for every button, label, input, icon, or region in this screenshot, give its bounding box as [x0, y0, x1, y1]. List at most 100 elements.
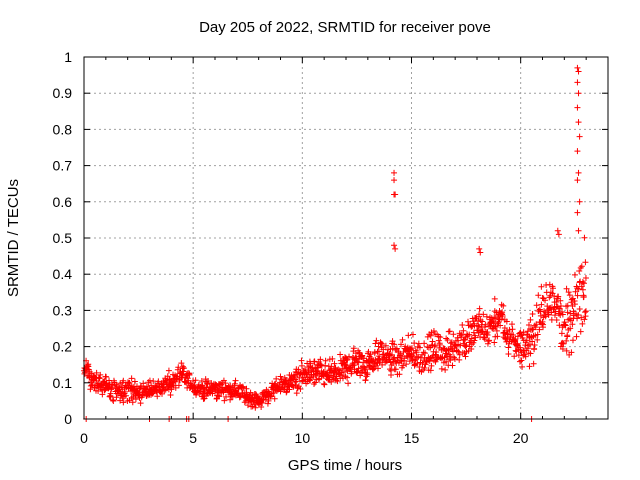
data-point — [309, 364, 316, 371]
data-point — [574, 104, 581, 111]
data-point — [421, 354, 428, 361]
data-point — [180, 363, 187, 370]
data-point — [321, 381, 328, 388]
data-point — [371, 350, 378, 357]
data-point — [84, 362, 91, 369]
data-point — [516, 344, 523, 351]
data-point — [534, 336, 541, 343]
data-point — [192, 377, 199, 384]
data-point — [531, 346, 538, 353]
data-point — [509, 321, 516, 328]
data-point — [449, 362, 456, 369]
data-point — [178, 360, 185, 367]
data-point — [419, 360, 426, 367]
data-point — [317, 356, 324, 363]
data-point — [498, 316, 505, 323]
data-point — [575, 312, 582, 319]
data-point — [146, 377, 153, 384]
data-point — [121, 388, 128, 395]
data-point — [495, 319, 502, 326]
data-point — [580, 293, 587, 300]
data-point — [518, 357, 525, 364]
data-point — [186, 371, 193, 378]
data-point — [554, 227, 561, 234]
data-point — [492, 324, 499, 331]
data-point — [564, 309, 571, 316]
data-point — [110, 398, 117, 405]
data-point — [426, 358, 433, 365]
data-point — [415, 340, 422, 347]
data-point — [503, 328, 510, 335]
data-point — [505, 344, 512, 351]
data-point — [216, 393, 223, 400]
data-point — [286, 386, 293, 393]
data-point — [389, 338, 396, 345]
data-point — [559, 346, 566, 353]
data-point — [484, 329, 491, 336]
data-point — [382, 342, 389, 349]
data-point — [579, 320, 586, 327]
data-point — [172, 384, 179, 391]
data-point — [572, 288, 579, 295]
data-point — [208, 380, 215, 387]
data-point — [581, 316, 588, 323]
data-point — [220, 377, 227, 384]
data-point — [374, 365, 381, 372]
data-point — [565, 289, 572, 296]
data-point — [468, 323, 475, 330]
data-point — [575, 119, 582, 126]
data-point — [427, 332, 434, 339]
data-point — [198, 378, 205, 385]
data-point — [482, 321, 489, 328]
data-point — [403, 361, 410, 368]
data-point — [527, 316, 534, 323]
data-point — [462, 336, 469, 343]
data-point — [367, 351, 374, 358]
data-point — [107, 393, 114, 400]
data-point — [489, 318, 496, 325]
data-point — [472, 334, 479, 341]
data-point — [252, 404, 259, 411]
data-point — [129, 399, 136, 406]
y-tick-label: 0.3 — [53, 302, 73, 318]
data-point — [271, 395, 278, 402]
data-point — [465, 318, 472, 325]
data-point — [421, 364, 428, 371]
data-point — [557, 312, 564, 319]
data-point — [109, 397, 116, 404]
data-point — [512, 336, 519, 343]
y-tick-label: 0.7 — [53, 158, 73, 174]
data-point — [128, 383, 135, 390]
data-point — [514, 333, 521, 340]
data-point — [555, 231, 562, 238]
data-point — [265, 397, 272, 404]
data-point — [137, 400, 144, 407]
data-point — [523, 337, 530, 344]
data-point — [388, 372, 395, 379]
data-point — [553, 317, 560, 324]
data-point — [574, 177, 581, 184]
data-point — [298, 357, 305, 364]
data-point — [400, 362, 407, 369]
data-point — [120, 377, 127, 384]
data-point — [196, 390, 203, 397]
data-point — [103, 373, 110, 380]
data-point — [564, 332, 571, 339]
data-point — [164, 373, 171, 380]
data-point — [576, 268, 583, 275]
data-point — [344, 362, 351, 369]
data-point — [574, 292, 581, 299]
data-point — [398, 341, 405, 348]
chart-title: Day 205 of 2022, SRMTID for receiver pov… — [199, 19, 491, 36]
data-point — [293, 390, 300, 397]
data-point — [574, 79, 581, 86]
data-point — [337, 351, 344, 358]
x-tick-label: 0 — [80, 430, 88, 446]
data-point — [302, 366, 309, 373]
data-point — [476, 313, 483, 320]
data-point — [165, 367, 172, 374]
data-point — [96, 375, 103, 382]
data-point — [175, 364, 182, 371]
data-point — [240, 384, 247, 391]
data-point — [463, 342, 470, 349]
